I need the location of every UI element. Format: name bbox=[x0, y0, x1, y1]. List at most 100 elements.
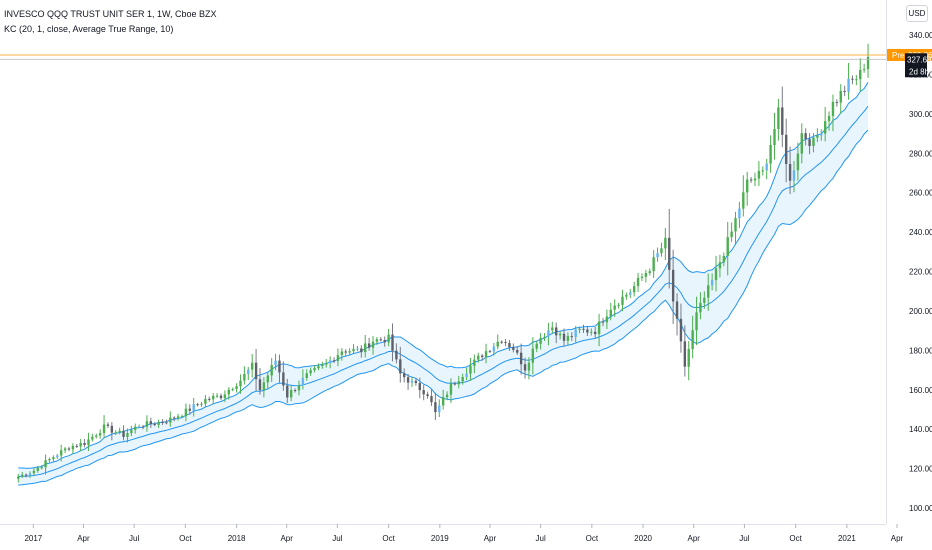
candle bbox=[648, 268, 651, 276]
x-tick-label: Apr bbox=[280, 534, 293, 543]
candle-body bbox=[855, 79, 858, 81]
candle bbox=[383, 336, 386, 347]
candle-body bbox=[173, 417, 176, 419]
candle-body bbox=[796, 153, 800, 171]
candle bbox=[788, 146, 792, 195]
candle bbox=[484, 343, 488, 364]
candle-body bbox=[17, 476, 20, 479]
candle bbox=[593, 326, 597, 339]
candle bbox=[258, 368, 262, 395]
candle-body bbox=[387, 334, 390, 343]
candle bbox=[570, 332, 574, 341]
keltner-band-fill bbox=[18, 82, 869, 486]
candle bbox=[289, 384, 293, 402]
candle-body bbox=[527, 362, 531, 371]
candle bbox=[239, 374, 242, 394]
candle bbox=[621, 289, 624, 312]
candle bbox=[496, 334, 499, 350]
candle bbox=[671, 249, 675, 324]
candle bbox=[461, 373, 464, 385]
candle bbox=[632, 281, 636, 297]
candle-body bbox=[399, 359, 402, 374]
x-tick-label: Jul bbox=[739, 534, 749, 543]
candle-body bbox=[555, 327, 558, 336]
candle bbox=[516, 346, 519, 355]
candle bbox=[445, 391, 449, 401]
candle-body bbox=[812, 137, 815, 147]
symbol-legend[interactable]: INVESCO QQQ TRUST UNIT SER 1, 1W, Cboe B… bbox=[4, 9, 217, 19]
candle-body bbox=[749, 179, 753, 181]
candle-body bbox=[593, 331, 597, 335]
candle-body bbox=[504, 342, 507, 344]
candle-body bbox=[582, 328, 585, 330]
candle-body bbox=[367, 343, 371, 348]
x-tick-label: Oct bbox=[789, 534, 802, 543]
candle bbox=[59, 444, 63, 462]
candle-body bbox=[703, 297, 706, 303]
candle bbox=[656, 247, 659, 262]
candle-body bbox=[710, 280, 714, 286]
candle bbox=[796, 142, 800, 181]
x-tick-label: Jul bbox=[536, 534, 546, 543]
candle bbox=[730, 222, 733, 243]
candle bbox=[301, 369, 305, 390]
candle bbox=[640, 273, 644, 281]
candle-body bbox=[410, 380, 414, 383]
candle bbox=[356, 345, 359, 352]
candle-body bbox=[332, 360, 336, 362]
candle-body bbox=[847, 78, 850, 92]
candle-body bbox=[71, 445, 75, 450]
price-tags: Pre 329.86 327.68 2d 8h bbox=[887, 48, 932, 78]
candle bbox=[469, 358, 472, 381]
candle-body bbox=[286, 385, 289, 398]
candle bbox=[757, 161, 761, 187]
candle-body bbox=[161, 421, 164, 423]
time-axis[interactable]: 2017 Apr Jul Oct 2018 Apr Jul Oct 2019 Apr Jul Oct 2… bbox=[24, 524, 904, 543]
candle bbox=[410, 376, 414, 387]
candle bbox=[551, 321, 554, 334]
price-axis[interactable]: 100.00 120.00 140.00 160.00 180.00 200.00 220.… bbox=[909, 31, 932, 513]
candle bbox=[753, 172, 757, 187]
candle-body bbox=[422, 390, 425, 395]
candle bbox=[699, 292, 702, 320]
candle-body bbox=[63, 448, 67, 451]
candle bbox=[262, 377, 266, 398]
candle bbox=[644, 269, 648, 283]
currency-button[interactable]: USD bbox=[906, 5, 928, 22]
candle-body bbox=[184, 408, 188, 417]
candle bbox=[519, 343, 523, 375]
candle-body bbox=[219, 395, 223, 399]
candle bbox=[441, 389, 445, 410]
candle bbox=[391, 323, 394, 362]
x-tick-label: Apr bbox=[891, 534, 904, 543]
candle bbox=[406, 373, 410, 390]
y-tick-label: 160.00 bbox=[909, 386, 932, 395]
candle-body bbox=[247, 369, 250, 374]
candle bbox=[375, 337, 379, 345]
candle-body bbox=[48, 459, 51, 461]
candle bbox=[687, 341, 690, 381]
candle bbox=[321, 361, 324, 369]
candle bbox=[523, 357, 527, 379]
candle-body bbox=[773, 129, 776, 146]
candle bbox=[586, 326, 589, 337]
y-tick-label: 140.00 bbox=[909, 425, 932, 434]
candle bbox=[539, 333, 542, 350]
candle bbox=[126, 428, 129, 443]
candle bbox=[668, 208, 671, 289]
candle-body bbox=[652, 257, 655, 272]
candle bbox=[340, 348, 344, 361]
candle bbox=[83, 439, 86, 448]
candle bbox=[414, 378, 418, 386]
candle bbox=[122, 425, 125, 441]
candle-body bbox=[313, 368, 316, 371]
candle bbox=[48, 457, 51, 463]
candle-body bbox=[699, 302, 702, 313]
candle-body bbox=[98, 433, 102, 436]
candle bbox=[71, 443, 75, 454]
candle bbox=[784, 118, 788, 183]
candle bbox=[317, 363, 320, 371]
candle-body bbox=[523, 364, 527, 371]
indicator-legend[interactable]: KC (20, 1, close, Average True Range, 10… bbox=[4, 24, 174, 34]
